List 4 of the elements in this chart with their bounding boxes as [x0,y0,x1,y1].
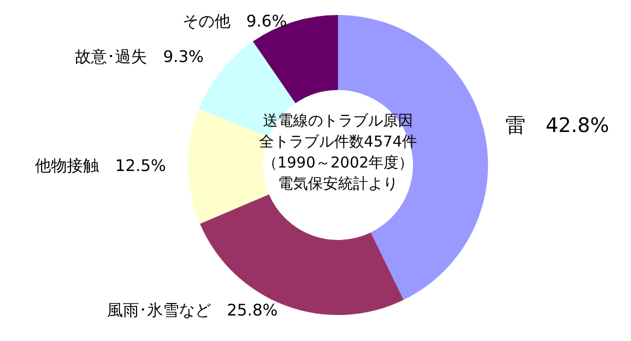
subtitle: 全トラブル件数4574件 [258,132,418,151]
annotation: （1990～2002年度） [262,154,414,172]
annotation: 電気保安統計より [278,174,398,193]
title: 送電線のトラブル原因 [263,112,413,130]
